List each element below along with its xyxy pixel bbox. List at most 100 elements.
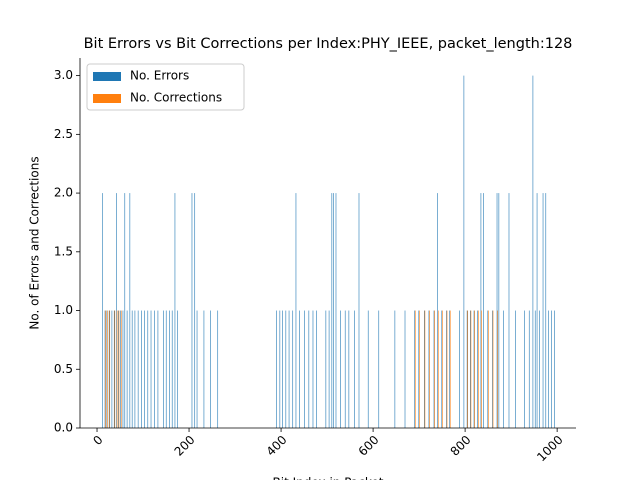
bar: [295, 193, 297, 428]
chart-title: Bit Errors vs Bit Corrections per Index:…: [84, 36, 573, 52]
bar: [292, 310, 294, 428]
bar: [528, 310, 530, 428]
bar: [335, 193, 337, 428]
bar: [331, 193, 333, 428]
bar: [554, 310, 555, 428]
bar: [328, 310, 330, 428]
bar: [496, 193, 498, 428]
bar: [470, 310, 472, 428]
bar: [340, 310, 341, 428]
x-tick-label: 600: [356, 433, 382, 459]
bar: [104, 310, 106, 428]
bar: [312, 310, 314, 428]
bar: [141, 310, 142, 428]
legend-swatch: [93, 94, 121, 103]
legend-label: No. Errors: [130, 69, 189, 83]
bar: [210, 310, 211, 428]
bar: [124, 193, 126, 428]
bar: [163, 310, 164, 428]
y-tick-label: 0.5: [54, 362, 73, 376]
bar: [120, 310, 122, 428]
bar: [536, 193, 538, 428]
bar: [424, 310, 425, 428]
bar: [203, 310, 205, 428]
bar: [437, 310, 439, 428]
x-axis-label: Bit Index in Packet: [273, 476, 384, 480]
bar: [419, 310, 420, 428]
bar: [111, 310, 113, 428]
bar: [459, 310, 460, 428]
x-tick-label: 0: [90, 433, 105, 448]
bar: [116, 193, 117, 428]
bar: [534, 310, 536, 428]
bar: [282, 310, 283, 428]
y-tick-label: 0.0: [54, 421, 73, 435]
bar: [129, 193, 131, 428]
x-tick-label: 200: [172, 433, 198, 459]
bar: [344, 310, 346, 428]
bar: [524, 310, 525, 428]
bar: [442, 310, 443, 428]
bar: [279, 310, 281, 428]
bar: [449, 310, 450, 428]
bar: [441, 310, 443, 428]
bar: [169, 310, 170, 428]
bar: [470, 310, 471, 428]
bar: [288, 310, 290, 428]
bar: [437, 193, 438, 428]
bar: [539, 310, 540, 428]
bar: [466, 310, 468, 428]
bar: [433, 310, 435, 428]
bar: [532, 75, 534, 428]
y-tick-label: 3.0: [54, 68, 73, 82]
bar: [503, 310, 504, 428]
bar: [106, 310, 108, 428]
bar: [113, 310, 115, 428]
bar: [174, 193, 176, 428]
bar: [429, 310, 430, 428]
bar: [116, 310, 118, 428]
bar: [497, 310, 498, 428]
bar: [118, 310, 120, 428]
bar: [102, 193, 104, 428]
bar: [333, 193, 334, 428]
y-tick-label: 1.5: [54, 244, 73, 258]
bar: [191, 193, 193, 428]
bar: [348, 310, 350, 428]
bar: [449, 310, 451, 428]
bar: [114, 310, 116, 428]
bar: [515, 310, 516, 428]
bar: [477, 310, 479, 428]
bar: [473, 310, 475, 428]
bar: [108, 310, 110, 428]
bar: [467, 310, 469, 428]
bar: [126, 310, 128, 428]
bar: [434, 310, 435, 428]
bar: [367, 310, 369, 428]
bar: [177, 310, 179, 428]
bar: [474, 310, 475, 428]
bar: [446, 310, 447, 428]
bar: [316, 310, 317, 428]
bar: [137, 310, 139, 428]
bar: [171, 310, 173, 428]
bar: [492, 310, 493, 428]
bar: [378, 310, 380, 428]
y-tick-label: 2.5: [54, 127, 73, 141]
bar: [120, 310, 121, 428]
bar: [276, 310, 277, 428]
bar: [428, 310, 430, 428]
y-tick-label: 1.0: [54, 303, 73, 317]
bar: [414, 310, 415, 428]
bar: [418, 310, 420, 428]
bar: [134, 310, 136, 428]
y-tick-label: 2.0: [54, 186, 73, 200]
x-tick-label: 800: [448, 433, 474, 459]
bar: [498, 193, 500, 428]
bar: [196, 310, 198, 428]
bar: [354, 310, 355, 428]
legend-box: [86, 63, 245, 111]
bar: [165, 310, 167, 428]
x-tick-label: 400: [264, 433, 290, 459]
y-axis-label: No. of Errors and Corrections: [28, 156, 42, 329]
